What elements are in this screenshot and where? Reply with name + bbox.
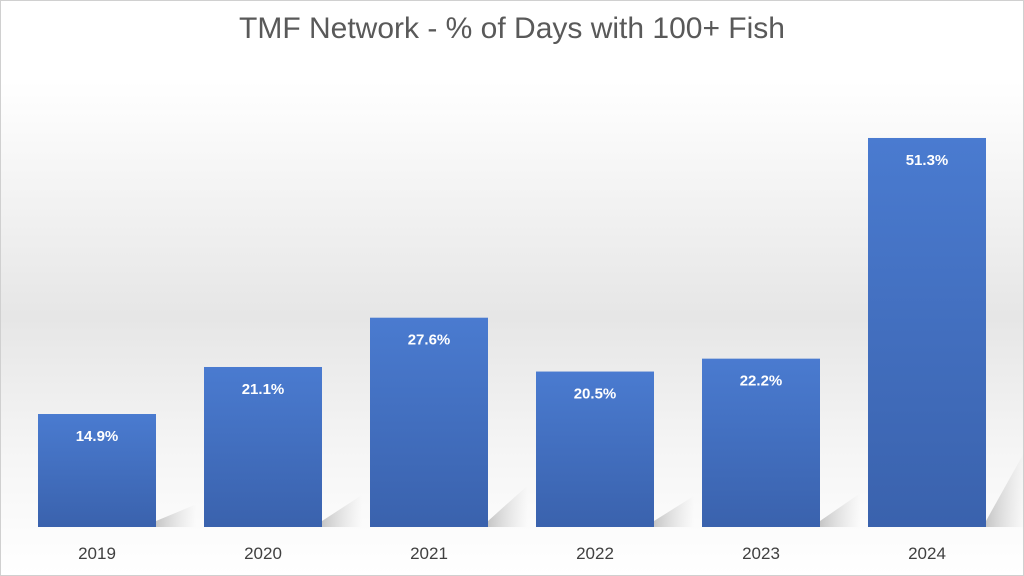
bar-2020 bbox=[204, 366, 322, 527]
bar-2023 bbox=[702, 358, 820, 527]
x-tick-label-2023: 2023 bbox=[742, 544, 780, 563]
bar-shadow bbox=[820, 493, 860, 527]
data-label-2023: 22.2% bbox=[740, 373, 783, 390]
data-label-2019: 14.9% bbox=[76, 428, 119, 445]
data-label-2020: 21.1% bbox=[242, 381, 285, 398]
data-label-2024: 51.3% bbox=[906, 152, 949, 169]
bar-shadow bbox=[322, 494, 362, 527]
bar-shadow bbox=[156, 504, 196, 527]
bar-shadow bbox=[654, 495, 694, 527]
bar-2022 bbox=[536, 371, 654, 527]
bar-shadow bbox=[986, 452, 1024, 527]
bar-2024 bbox=[868, 137, 986, 527]
x-tick-label-2019: 2019 bbox=[78, 544, 116, 563]
x-tick-label-2022: 2022 bbox=[576, 544, 614, 563]
x-tick-label-2021: 2021 bbox=[410, 544, 448, 563]
data-label-2022: 20.5% bbox=[574, 386, 617, 403]
chart-title: TMF Network - % of Days with 100+ Fish bbox=[239, 12, 785, 45]
bar-shadow bbox=[488, 485, 528, 527]
x-tick-label-2020: 2020 bbox=[244, 544, 282, 563]
x-tick-label-2024: 2024 bbox=[908, 544, 946, 563]
bar-2021 bbox=[370, 317, 488, 527]
bar-2019 bbox=[38, 414, 156, 527]
data-label-2021: 27.6% bbox=[408, 332, 451, 349]
